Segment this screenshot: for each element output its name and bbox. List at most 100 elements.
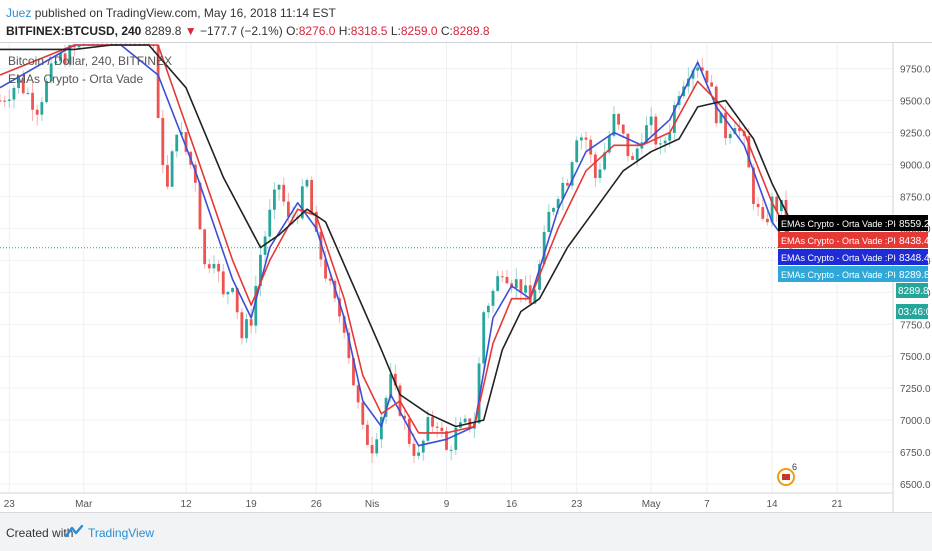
candle-body xyxy=(12,87,16,100)
price-chart[interactable]: 9750.09500.09250.09000.08750.08500.08250… xyxy=(0,43,932,513)
x-tick-label: Mar xyxy=(75,499,93,510)
candle-body xyxy=(779,199,783,212)
plot-label-text: EMAs Crypto - Orta Vade :Plot xyxy=(781,270,903,280)
candle-body xyxy=(226,291,230,295)
publish-text: published on TradingView.com, May 16, 20… xyxy=(34,6,336,20)
candle-body xyxy=(384,397,388,417)
candle-body xyxy=(263,236,267,255)
close-value: 8289.8 xyxy=(452,24,490,38)
candle-body xyxy=(68,45,72,65)
candle-body xyxy=(0,100,2,102)
x-tick-label: 23 xyxy=(571,499,583,510)
candle-body xyxy=(282,184,286,202)
candle-body xyxy=(375,439,379,454)
candle-body xyxy=(659,143,662,145)
x-tick-label: 7 xyxy=(704,499,710,510)
x-tick-label: 21 xyxy=(832,499,844,510)
author-link[interactable]: Juez xyxy=(6,6,32,20)
candle-body xyxy=(347,332,351,359)
candle-body xyxy=(277,184,281,190)
candle-body xyxy=(566,182,569,186)
x-tick-label: 26 xyxy=(311,499,323,510)
candle-body xyxy=(542,231,546,265)
candle-body xyxy=(235,288,239,313)
candle-body xyxy=(403,415,407,419)
candle-body xyxy=(184,132,188,152)
high-label: H: xyxy=(338,24,351,38)
candle-body xyxy=(389,373,393,398)
candle-body xyxy=(621,124,625,134)
candle-body xyxy=(59,53,62,62)
candle-body xyxy=(570,162,574,186)
x-tick-label: 16 xyxy=(506,499,518,510)
candle-body xyxy=(482,312,486,364)
candle-body xyxy=(770,196,774,223)
plot-label-text: EMAs Crypto - Orta Vade :Plot xyxy=(781,253,903,263)
candle-body xyxy=(310,180,314,212)
candle-body xyxy=(361,402,365,425)
x-tick-label: May xyxy=(642,499,661,510)
candle-body xyxy=(217,263,220,272)
candle-body xyxy=(747,136,751,168)
candle-body xyxy=(198,182,202,230)
candle-body xyxy=(449,449,453,451)
candle-body xyxy=(49,63,53,82)
candle-body xyxy=(505,276,509,284)
plot-label-bg xyxy=(778,249,898,265)
candle-body xyxy=(738,128,741,132)
candle-body xyxy=(584,137,588,140)
candle-body xyxy=(366,424,369,445)
candle-body xyxy=(612,113,616,136)
candle-body xyxy=(245,319,248,339)
candle-body xyxy=(249,319,253,326)
chart-frame[interactable]: 9750.09500.09250.09000.08750.08500.08250… xyxy=(0,42,932,514)
plot-label-text: EMAs Crypto - Orta Vade :Plot xyxy=(781,219,903,229)
candle-body xyxy=(561,182,565,200)
x-tick-label: 19 xyxy=(246,499,258,510)
axis-extra-bg xyxy=(896,304,928,319)
candle-body xyxy=(710,82,714,87)
candle-body xyxy=(421,440,425,453)
plot-label-bg xyxy=(778,215,898,231)
y-tick-label: 7000.0 xyxy=(900,416,931,427)
event-flag-stripe xyxy=(782,474,790,480)
x-tick-label: 12 xyxy=(180,499,192,510)
candle-body xyxy=(431,417,434,427)
candle-body xyxy=(719,112,723,124)
candle-body xyxy=(645,125,648,143)
candle-body xyxy=(654,116,658,145)
axis-value-bg xyxy=(896,232,928,248)
change-value: −177.7 (−2.1%) xyxy=(199,24,283,38)
candle-body xyxy=(524,285,527,293)
candle-body xyxy=(328,278,332,281)
candle-body xyxy=(435,426,439,428)
candle-body xyxy=(603,152,607,170)
candle-body xyxy=(21,78,25,94)
candle-body xyxy=(496,276,500,291)
candle-body xyxy=(3,100,7,102)
open-value: 8276.0 xyxy=(298,24,336,38)
y-tick-label: 7750.0 xyxy=(900,320,931,331)
tradingview-link[interactable]: TradingView xyxy=(88,526,155,540)
candle-body xyxy=(342,316,346,333)
candle-body xyxy=(752,167,755,204)
candle-body xyxy=(207,264,211,269)
axis-extra-label: 03:46:03 xyxy=(898,307,932,318)
candle-body xyxy=(268,209,272,237)
last-price: 8289.8 xyxy=(144,24,182,38)
candle-body xyxy=(761,207,765,219)
candle-body xyxy=(491,290,495,306)
tradingview-logo-icon[interactable] xyxy=(64,524,84,538)
candle-body xyxy=(528,285,532,304)
candle-body xyxy=(500,276,504,278)
candle-body xyxy=(691,70,695,79)
candle-body xyxy=(314,211,318,232)
low-label: L: xyxy=(390,24,401,38)
high-value: 8318.5 xyxy=(350,24,388,38)
candle-body xyxy=(338,298,341,317)
candle-body xyxy=(356,385,360,403)
candle-body xyxy=(26,92,30,94)
y-tick-label: 6500.0 xyxy=(900,480,931,491)
footer: Created with TradingView xyxy=(0,512,932,551)
ema-line-red xyxy=(0,44,792,434)
